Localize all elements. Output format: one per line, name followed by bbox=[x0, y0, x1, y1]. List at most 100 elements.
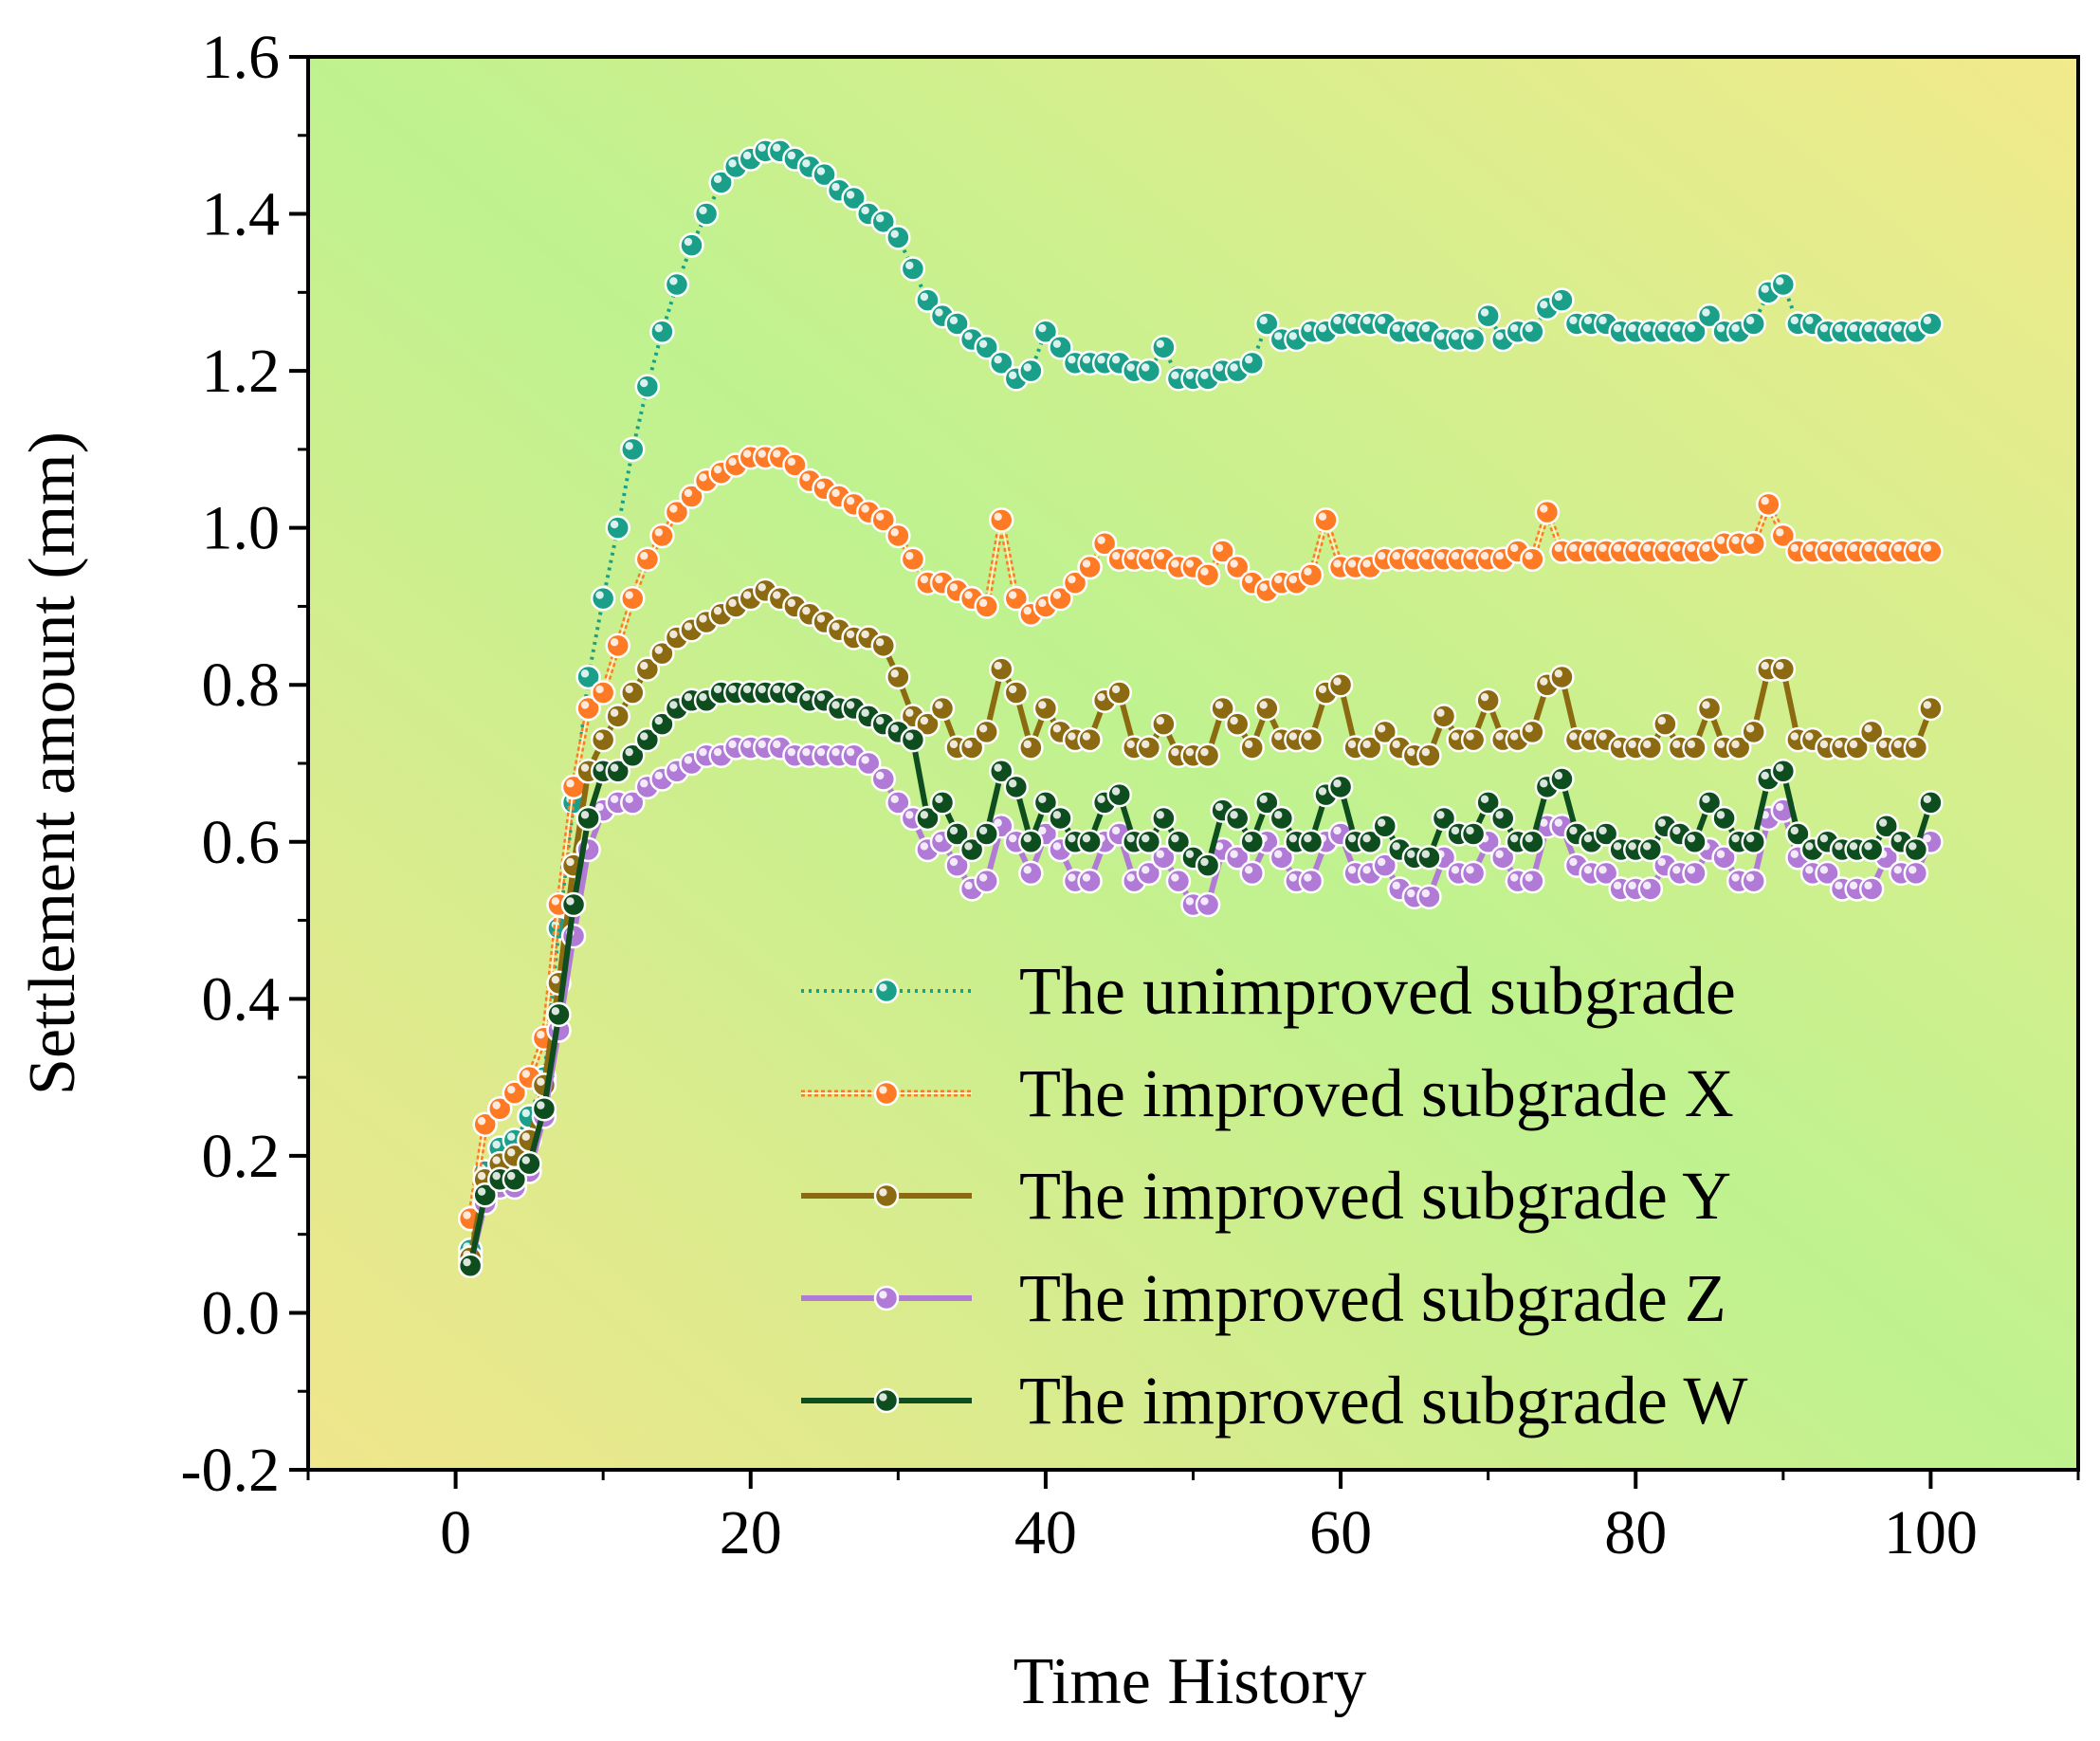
data-point bbox=[502, 1080, 528, 1106]
data-point bbox=[974, 719, 999, 745]
data-point bbox=[649, 640, 675, 667]
data-point bbox=[575, 805, 601, 832]
data-point bbox=[1549, 664, 1575, 690]
legend-item: The improved subgrade W bbox=[801, 1363, 1747, 1439]
data-point bbox=[472, 1111, 498, 1138]
data-point bbox=[841, 185, 867, 211]
legend-item: The unimproved subgrade bbox=[801, 953, 1736, 1029]
data-point bbox=[575, 695, 601, 722]
data-point bbox=[1151, 711, 1177, 737]
data-point bbox=[1298, 726, 1324, 753]
data-point bbox=[873, 1387, 900, 1414]
data-point bbox=[1018, 829, 1044, 855]
legend: The unimproved subgrade The improved subg… bbox=[801, 953, 1747, 1439]
data-point bbox=[929, 695, 956, 722]
data-point bbox=[1018, 357, 1044, 384]
data-point bbox=[679, 484, 704, 509]
data-point bbox=[915, 805, 940, 832]
data-point bbox=[502, 1166, 528, 1192]
data-point bbox=[873, 1285, 900, 1311]
data-point bbox=[1431, 704, 1457, 729]
data-point bbox=[1106, 680, 1132, 706]
data-point bbox=[1489, 805, 1516, 832]
legend-item: The improved subgrade Z bbox=[801, 1260, 1726, 1336]
data-point bbox=[1003, 774, 1030, 800]
x-tick-label: 0 bbox=[440, 1498, 471, 1567]
data-point bbox=[1210, 539, 1235, 564]
data-point bbox=[664, 499, 690, 525]
data-point bbox=[1770, 759, 1797, 784]
data-point bbox=[1520, 719, 1545, 745]
data-point bbox=[1431, 805, 1457, 832]
data-point bbox=[1918, 311, 1944, 337]
data-point bbox=[649, 711, 675, 737]
data-point bbox=[988, 350, 1014, 376]
data-point bbox=[1151, 845, 1177, 870]
data-point bbox=[988, 507, 1014, 533]
data-point bbox=[1520, 829, 1545, 855]
data-point bbox=[1696, 790, 1723, 816]
data-point bbox=[590, 726, 616, 753]
data-point bbox=[1077, 726, 1103, 753]
data-point bbox=[873, 978, 900, 1004]
data-point bbox=[664, 271, 690, 298]
data-point bbox=[1770, 656, 1797, 682]
data-point bbox=[900, 726, 926, 753]
data-point bbox=[1327, 671, 1354, 698]
data-point bbox=[959, 735, 985, 761]
y-tick-label: -0.2 bbox=[181, 1436, 280, 1505]
data-point bbox=[855, 750, 882, 777]
data-point bbox=[1858, 836, 1885, 863]
data-point bbox=[1032, 790, 1059, 816]
data-point bbox=[915, 287, 940, 313]
data-point bbox=[1918, 539, 1944, 564]
data-point bbox=[620, 742, 646, 768]
data-point bbox=[1224, 805, 1251, 832]
legend-item: The improved subgrade X bbox=[801, 1055, 1734, 1131]
data-point bbox=[1416, 742, 1442, 768]
data-point bbox=[1224, 554, 1251, 580]
data-point bbox=[1520, 319, 1545, 344]
data-point bbox=[900, 546, 926, 573]
data-point bbox=[1106, 781, 1132, 808]
data-point bbox=[1239, 570, 1265, 596]
data-point bbox=[1313, 507, 1339, 533]
data-point bbox=[649, 522, 675, 549]
data-point bbox=[1711, 805, 1737, 832]
data-point bbox=[1269, 845, 1295, 870]
data-point bbox=[1682, 829, 1707, 855]
data-point bbox=[575, 664, 601, 690]
data-point bbox=[620, 790, 646, 816]
data-point bbox=[1357, 735, 1383, 761]
data-point bbox=[1873, 813, 1899, 839]
x-tick-label: 40 bbox=[1014, 1498, 1077, 1567]
data-point bbox=[634, 656, 661, 682]
data-point bbox=[1593, 860, 1619, 887]
data-point bbox=[1785, 821, 1811, 847]
data-point bbox=[1637, 836, 1664, 863]
data-point bbox=[1460, 821, 1487, 847]
data-point bbox=[1741, 311, 1766, 337]
data-point bbox=[1151, 805, 1177, 832]
data-point bbox=[870, 209, 897, 235]
data-point bbox=[873, 1080, 900, 1107]
data-point bbox=[988, 759, 1014, 784]
data-point bbox=[1298, 829, 1324, 855]
data-point bbox=[1048, 335, 1073, 360]
data-point bbox=[1460, 326, 1487, 353]
data-point bbox=[1372, 852, 1398, 878]
data-point bbox=[1239, 735, 1265, 761]
data-point bbox=[1165, 829, 1192, 855]
data-point bbox=[782, 452, 808, 478]
x-tick-label: 20 bbox=[720, 1498, 782, 1567]
y-tick-label: 1.4 bbox=[202, 180, 281, 249]
data-point bbox=[1077, 868, 1103, 894]
data-point bbox=[605, 515, 630, 541]
data-point bbox=[1048, 585, 1073, 612]
data-point bbox=[1858, 876, 1885, 902]
data-point bbox=[812, 161, 837, 188]
data-point bbox=[693, 201, 720, 227]
data-point bbox=[590, 585, 616, 612]
data-point bbox=[1549, 766, 1575, 792]
data-point bbox=[1696, 302, 1723, 329]
